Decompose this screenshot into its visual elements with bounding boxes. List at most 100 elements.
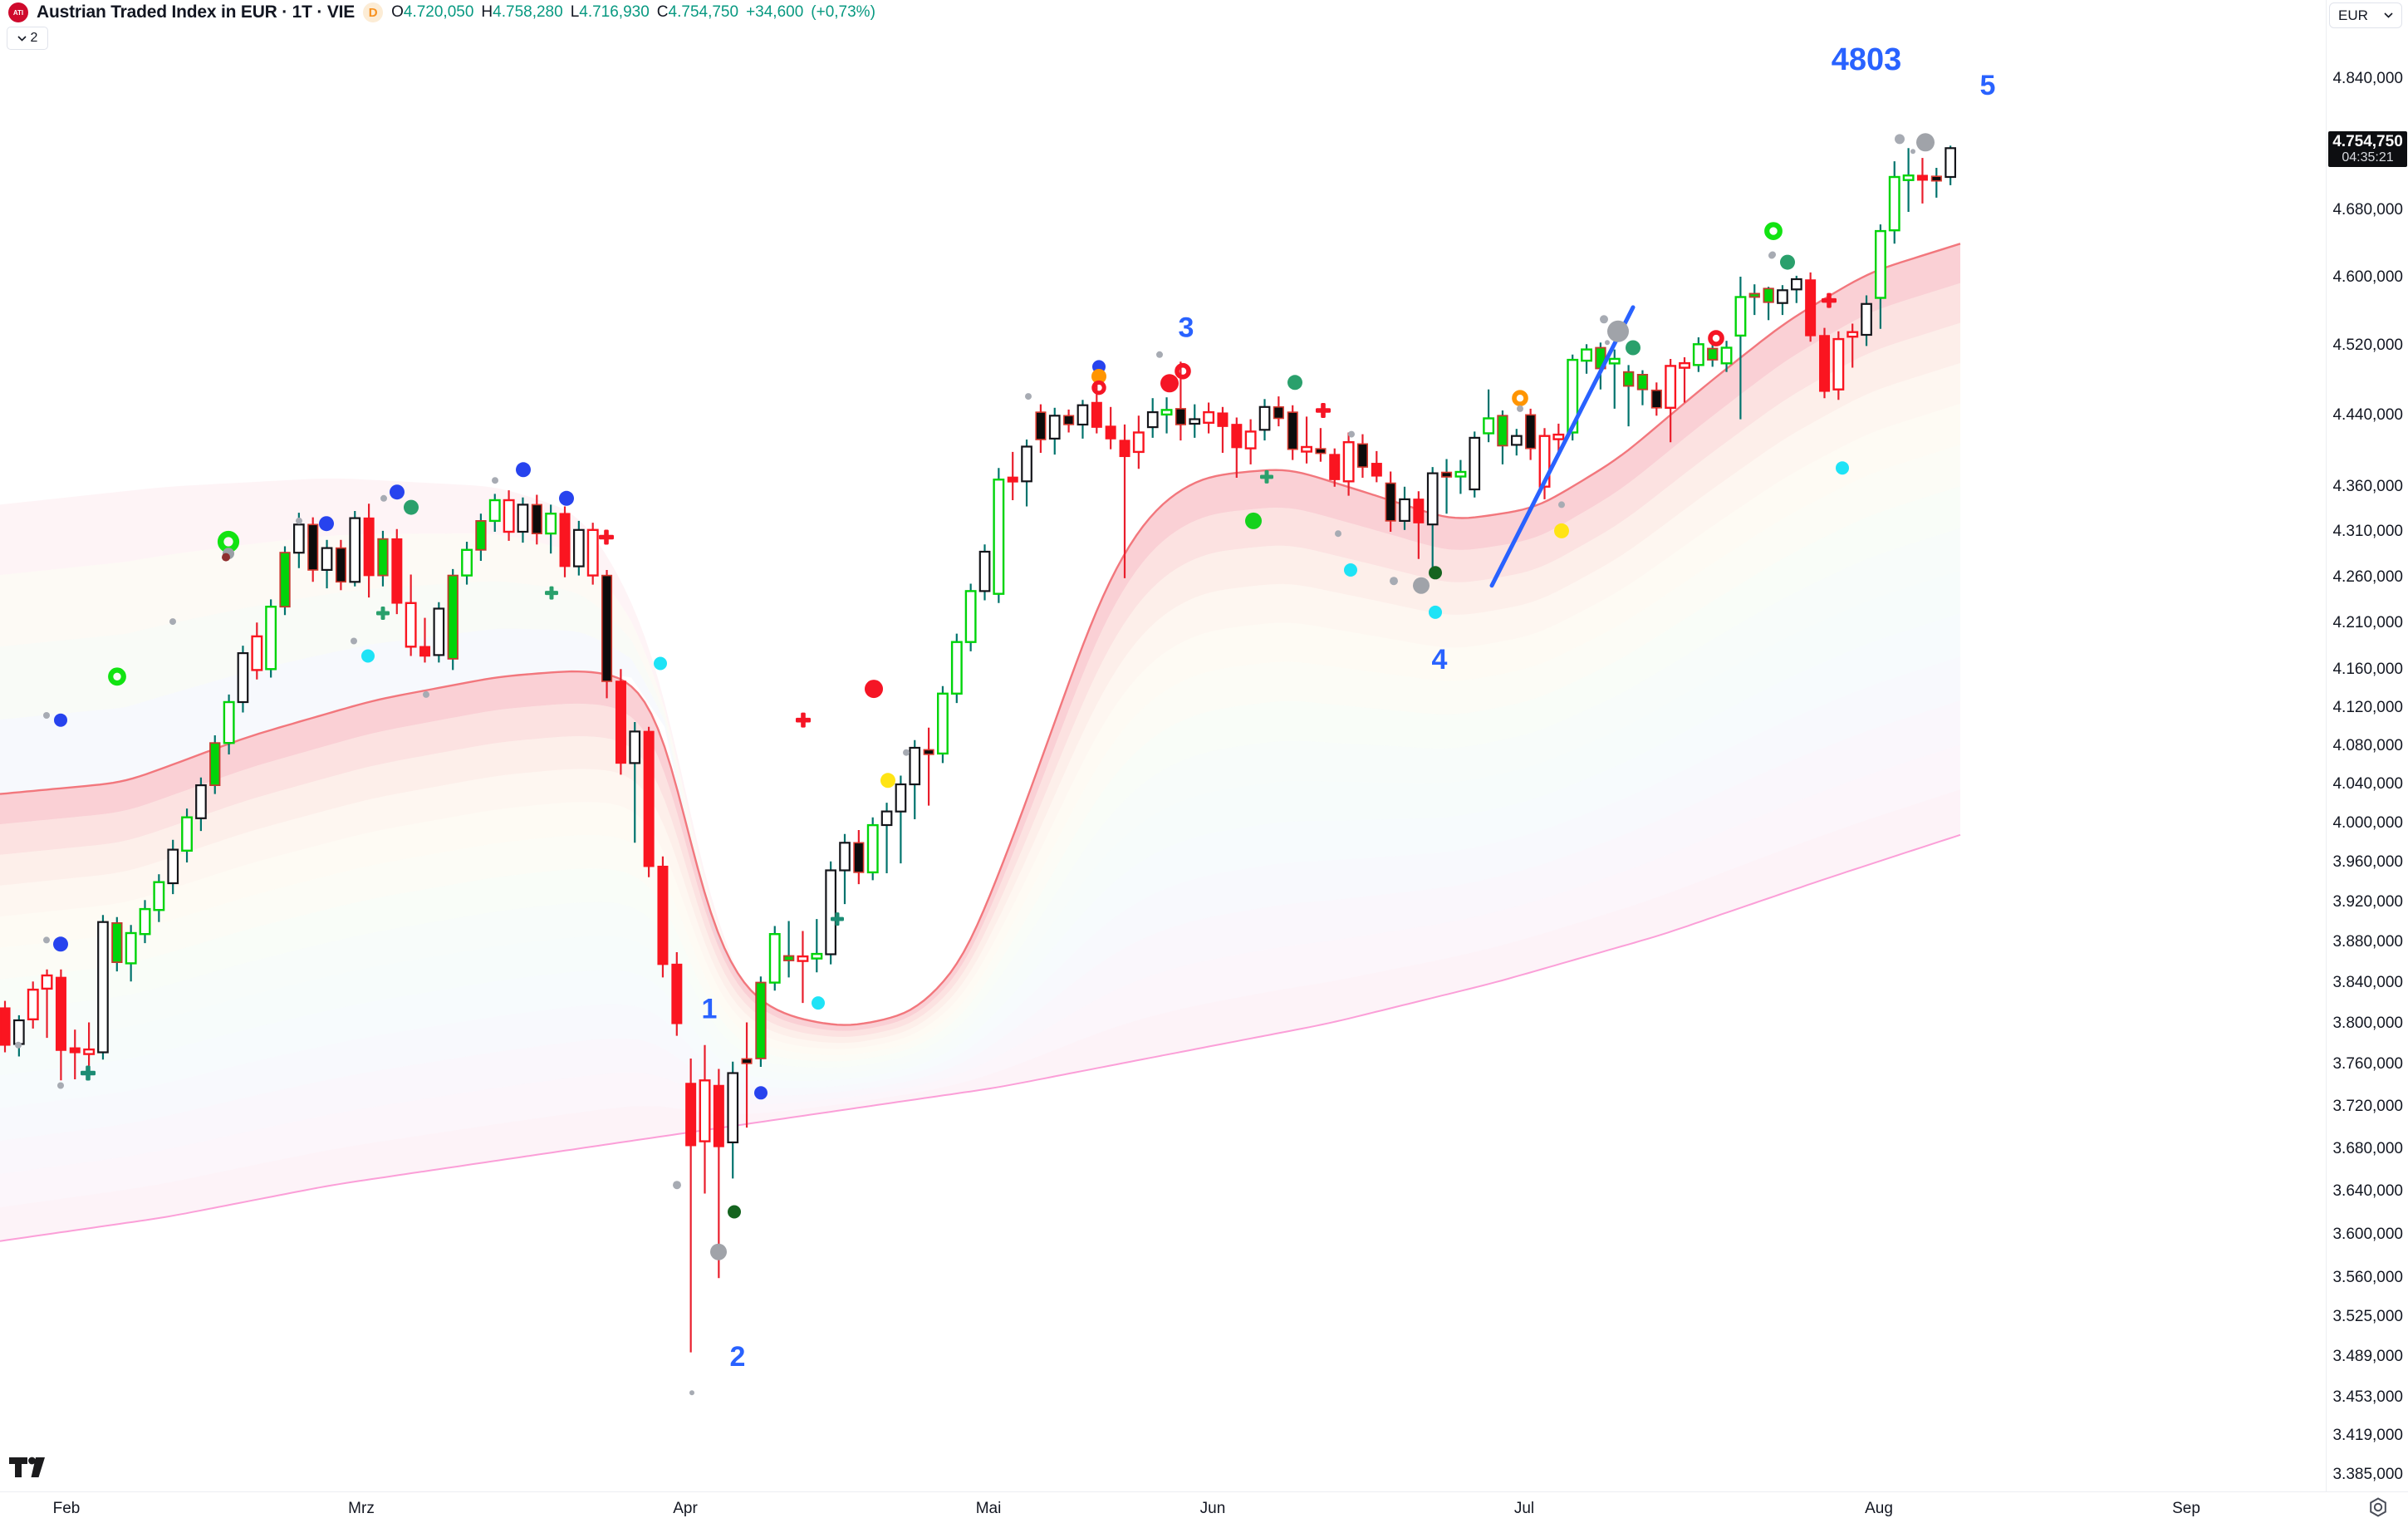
gray-dot-marker	[1916, 133, 1935, 152]
candle	[741, 1058, 753, 1064]
gray-dot-marker	[1895, 134, 1905, 145]
candle	[713, 1084, 724, 1147]
candle	[671, 963, 683, 1024]
candle	[1244, 430, 1257, 450]
candle	[1189, 418, 1201, 425]
dot-marker	[1836, 461, 1849, 475]
price-tick-label: 3.880,000	[2332, 932, 2403, 951]
gray-dot-marker	[423, 690, 429, 698]
candle	[1805, 279, 1817, 337]
candle	[1581, 348, 1593, 362]
interval-badge[interactable]: D	[363, 2, 384, 22]
price-tick-label: 4.600,000	[2332, 268, 2403, 286]
candle	[503, 499, 515, 533]
candle	[293, 523, 305, 554]
trend-line[interactable]	[1489, 305, 1636, 588]
wave-label-4[interactable]: 4	[1432, 644, 1448, 676]
last-price-label: 4.754,750 04:35:21	[2328, 130, 2407, 167]
wave-label-3[interactable]: 3	[1179, 312, 1194, 344]
dot-marker	[654, 656, 667, 671]
candle	[1426, 472, 1439, 526]
price-axis[interactable]: 4.754,750 04:35:21 4.840,000 4.680,000 4.6…	[2326, 0, 2408, 1491]
ribbon-band	[0, 528, 1960, 1074]
ribbon-band	[0, 744, 1960, 1208]
object-tree-toggle[interactable]: 2	[7, 27, 48, 50]
candle	[811, 952, 823, 960]
dot-marker	[1287, 375, 1302, 391]
symbol-logo[interactable]: ATI	[8, 2, 28, 22]
time-axis[interactable]: Feb Mrz Apr Mai Jun Jul Aug Sep	[0, 1491, 2408, 1523]
candle	[377, 538, 389, 577]
settings-icon[interactable]	[2367, 1496, 2389, 1518]
dot-marker	[1091, 369, 1106, 384]
price-tick-label: 4.680,000	[2332, 200, 2403, 219]
candle	[1945, 147, 1956, 179]
candle	[825, 869, 837, 956]
dot-marker	[754, 1086, 768, 1100]
candle	[657, 865, 669, 965]
symbol-header: ATI Austrian Traded Index in EUR · 1T · …	[8, 2, 875, 22]
candle	[964, 590, 977, 643]
gray-dot-marker	[1769, 251, 1776, 258]
high-label: H	[481, 3, 493, 21]
ribbon-bottom-line	[0, 833, 1961, 1242]
price-tick-label: 3.640,000	[2332, 1182, 2403, 1200]
wave-label-4803[interactable]: 4803	[1832, 42, 1902, 77]
symbol-title[interactable]: Austrian Traded Index in EUR · 1T · VIE	[37, 2, 356, 22]
candle	[1329, 454, 1341, 480]
ribbon-band-upper	[0, 478, 744, 988]
dot-marker	[54, 713, 67, 727]
ring-marker	[1512, 390, 1528, 407]
dot-marker	[222, 553, 230, 562]
tradingview-logo[interactable]	[8, 1454, 55, 1481]
candle	[909, 746, 921, 786]
candle	[517, 504, 529, 533]
dot-marker	[1626, 340, 1640, 356]
gray-dot-marker	[1025, 393, 1032, 400]
candle	[1091, 401, 1102, 428]
candle	[1342, 441, 1355, 483]
ribbon-band	[0, 656, 1960, 1142]
candle	[615, 680, 626, 764]
wave-label-5[interactable]: 5	[1980, 70, 1996, 101]
dot-marker	[404, 499, 419, 515]
candle	[83, 1048, 96, 1055]
gray-dot-marker	[710, 1243, 727, 1260]
candle	[488, 499, 501, 523]
gray-dot-marker	[1605, 340, 1610, 346]
candle	[993, 479, 1005, 595]
candle	[727, 1072, 739, 1144]
price-tick-label: 4.310,000	[2332, 522, 2403, 540]
candle	[1217, 412, 1229, 427]
candle	[13, 1019, 25, 1045]
candle	[1902, 174, 1915, 181]
price-tick-label: 3.800,000	[2332, 1014, 2403, 1032]
dot-marker	[1344, 563, 1357, 577]
candle	[349, 517, 361, 583]
price-tick-label: 4.840,000	[2332, 70, 2403, 87]
wave-label-2[interactable]: 2	[730, 1341, 746, 1373]
gray-dot-marker	[1558, 501, 1565, 508]
ribbon-band	[0, 789, 1960, 1241]
candle	[699, 1079, 711, 1142]
candle	[55, 976, 66, 1051]
plus-marker	[1316, 402, 1331, 418]
currency-selector[interactable]: EUR	[2329, 2, 2402, 28]
wave-label-1[interactable]: 1	[702, 994, 718, 1025]
candle	[153, 881, 165, 911]
dot-marker	[865, 680, 883, 699]
candle	[1048, 415, 1061, 440]
plus-marker	[376, 607, 390, 621]
dot-marker	[1245, 512, 1262, 529]
gray-dot-marker	[1156, 351, 1163, 358]
last-price-value: 4.754,750	[2332, 132, 2403, 150]
price-tick-label: 4.000,000	[2332, 813, 2403, 832]
change-value: +34,600	[746, 3, 804, 21]
candle	[1454, 470, 1467, 478]
candle	[1623, 371, 1635, 387]
signal-markers	[15, 133, 1935, 1396]
candle	[559, 513, 571, 567]
gray-dot-marker	[1335, 530, 1341, 538]
candle	[1399, 498, 1410, 523]
